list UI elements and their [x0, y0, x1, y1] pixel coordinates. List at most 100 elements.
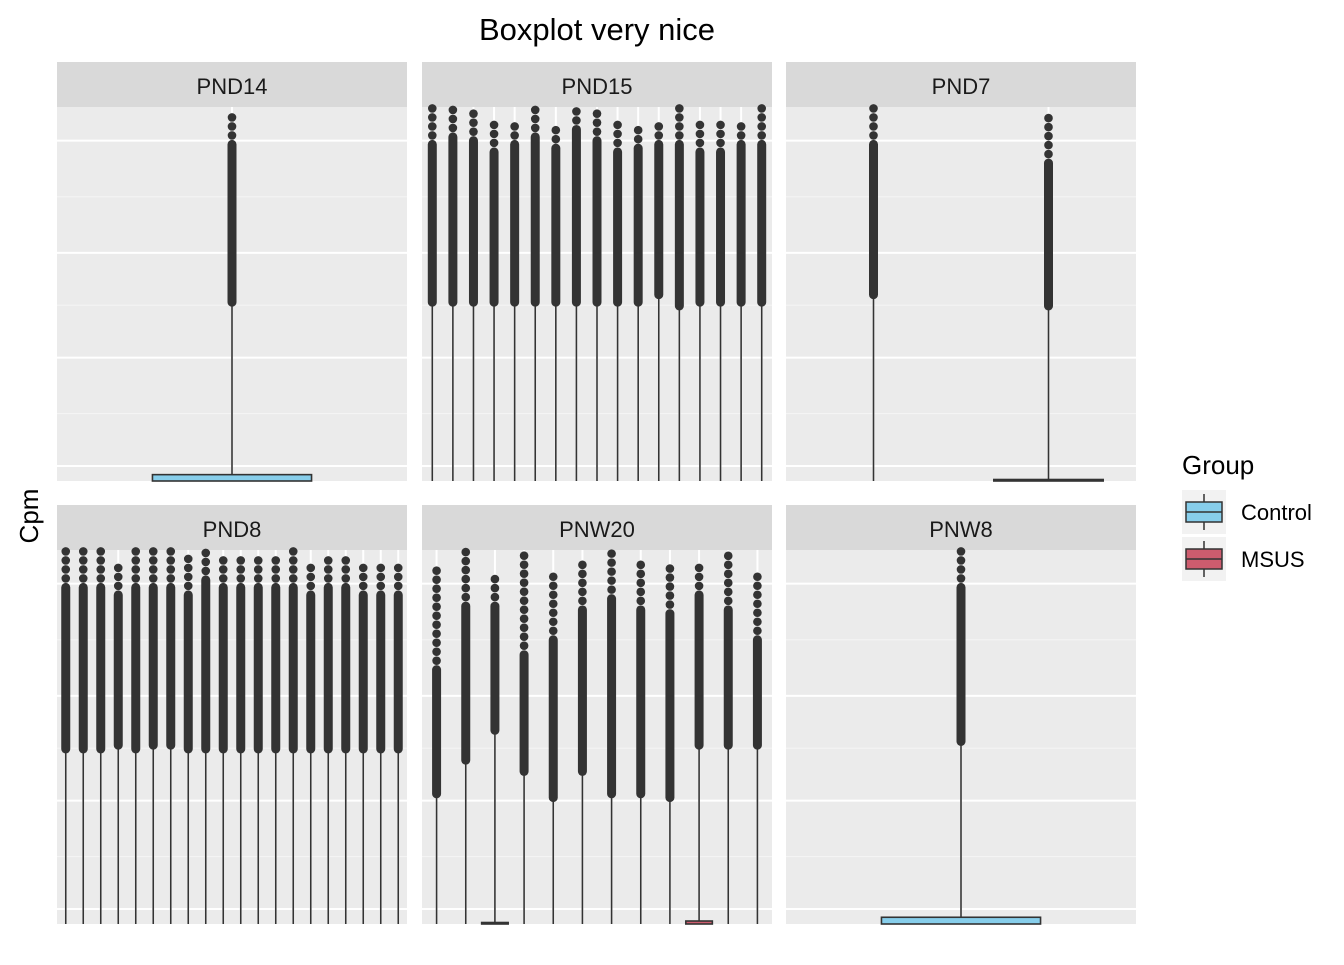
y-axis-label: Cpm [14, 489, 44, 544]
box-control [306, 563, 316, 924]
outlier-point [376, 563, 386, 573]
outlier-point [166, 547, 176, 556]
outlier-point [519, 578, 529, 588]
box-control [993, 113, 1104, 482]
outlier-point [358, 563, 368, 573]
outlier-point [548, 626, 558, 636]
box-control [358, 563, 368, 924]
outlier-point [1044, 131, 1053, 141]
outlier-point [636, 587, 646, 597]
outlier-point [592, 109, 602, 118]
box-control [376, 563, 386, 924]
box-control [519, 551, 529, 924]
outlier-point [613, 120, 622, 130]
box-control [736, 122, 746, 481]
outlier-point [61, 574, 71, 583]
outlier-point [551, 125, 561, 135]
outlier-point [675, 131, 684, 140]
outlier-point [716, 129, 725, 139]
outlier-point [519, 560, 529, 570]
box-control [571, 107, 581, 481]
box-control [341, 556, 351, 924]
box-control [530, 105, 540, 481]
outlier-point [489, 138, 499, 148]
outlier-point [675, 113, 684, 122]
legend-label: MSUS [1241, 547, 1305, 572]
outlier-point [376, 572, 386, 582]
outlier-point [236, 565, 246, 574]
outlier-point [236, 556, 246, 565]
outlier-point [519, 623, 529, 633]
outlier-point [469, 127, 478, 136]
outlier-point [716, 138, 725, 148]
outlier-point [432, 620, 441, 629]
outlier-point [461, 574, 471, 584]
outlier-point [548, 572, 558, 582]
outlier-point [530, 114, 540, 124]
box-body [880, 916, 1042, 925]
outlier-point [393, 572, 403, 582]
outlier-point [218, 556, 228, 565]
outlier-point [572, 116, 581, 125]
outlier-point [323, 556, 333, 565]
outlier-point [607, 567, 616, 576]
outlier-point [427, 122, 437, 131]
box-control [716, 120, 726, 481]
outlier-point [636, 596, 646, 606]
outlier-point [548, 581, 558, 591]
outlier-point [201, 548, 211, 558]
box-control [393, 563, 403, 924]
box-control [151, 113, 313, 482]
outlier-point [548, 599, 558, 609]
box-control [166, 547, 176, 924]
box-control [880, 547, 1042, 925]
outlier-point [519, 614, 529, 624]
outlier-point [432, 584, 441, 593]
outlier-point [592, 118, 602, 127]
outlier-point [432, 647, 441, 656]
facet-strip [786, 505, 1136, 550]
outlier-point [461, 592, 471, 602]
outlier-point [654, 122, 664, 131]
outlier-point [489, 129, 499, 139]
outlier-point [578, 578, 587, 588]
outlier-point [432, 593, 441, 602]
outlier-point [665, 600, 675, 609]
outlier-point [636, 569, 646, 579]
outlier-point [723, 569, 733, 579]
outlier-point [694, 563, 704, 573]
box-control [480, 574, 509, 925]
outlier-point [490, 592, 500, 602]
box-control [665, 564, 675, 924]
outlier-point [695, 129, 705, 139]
outlier-point [665, 564, 675, 573]
outlier-point [757, 104, 767, 113]
outlier-point [393, 563, 403, 573]
outlier-point [393, 581, 403, 591]
outlier-point [432, 566, 441, 575]
facet-panel-pnd7: PND7 [786, 62, 1136, 482]
outlier-point [695, 138, 705, 148]
box-body [151, 473, 313, 482]
outlier-point [578, 569, 587, 579]
box-control [548, 572, 558, 924]
box-control [183, 554, 193, 924]
outlier-point [288, 547, 298, 556]
outlier-point [694, 572, 704, 582]
outlier-point [510, 122, 519, 131]
box-control [271, 556, 281, 924]
outlier-point [654, 131, 664, 140]
outlier-point [166, 565, 176, 574]
outlier-point [469, 118, 478, 127]
outlier-point [551, 134, 561, 144]
box-control [695, 120, 705, 481]
outlier-point [578, 596, 587, 606]
outlier-point [461, 556, 471, 566]
outlier-point [869, 113, 878, 122]
box-control [654, 122, 664, 481]
facet-label: PND7 [932, 74, 991, 99]
outlier-point [61, 556, 71, 565]
outlier-point [753, 581, 762, 591]
outlier-point [695, 120, 705, 130]
